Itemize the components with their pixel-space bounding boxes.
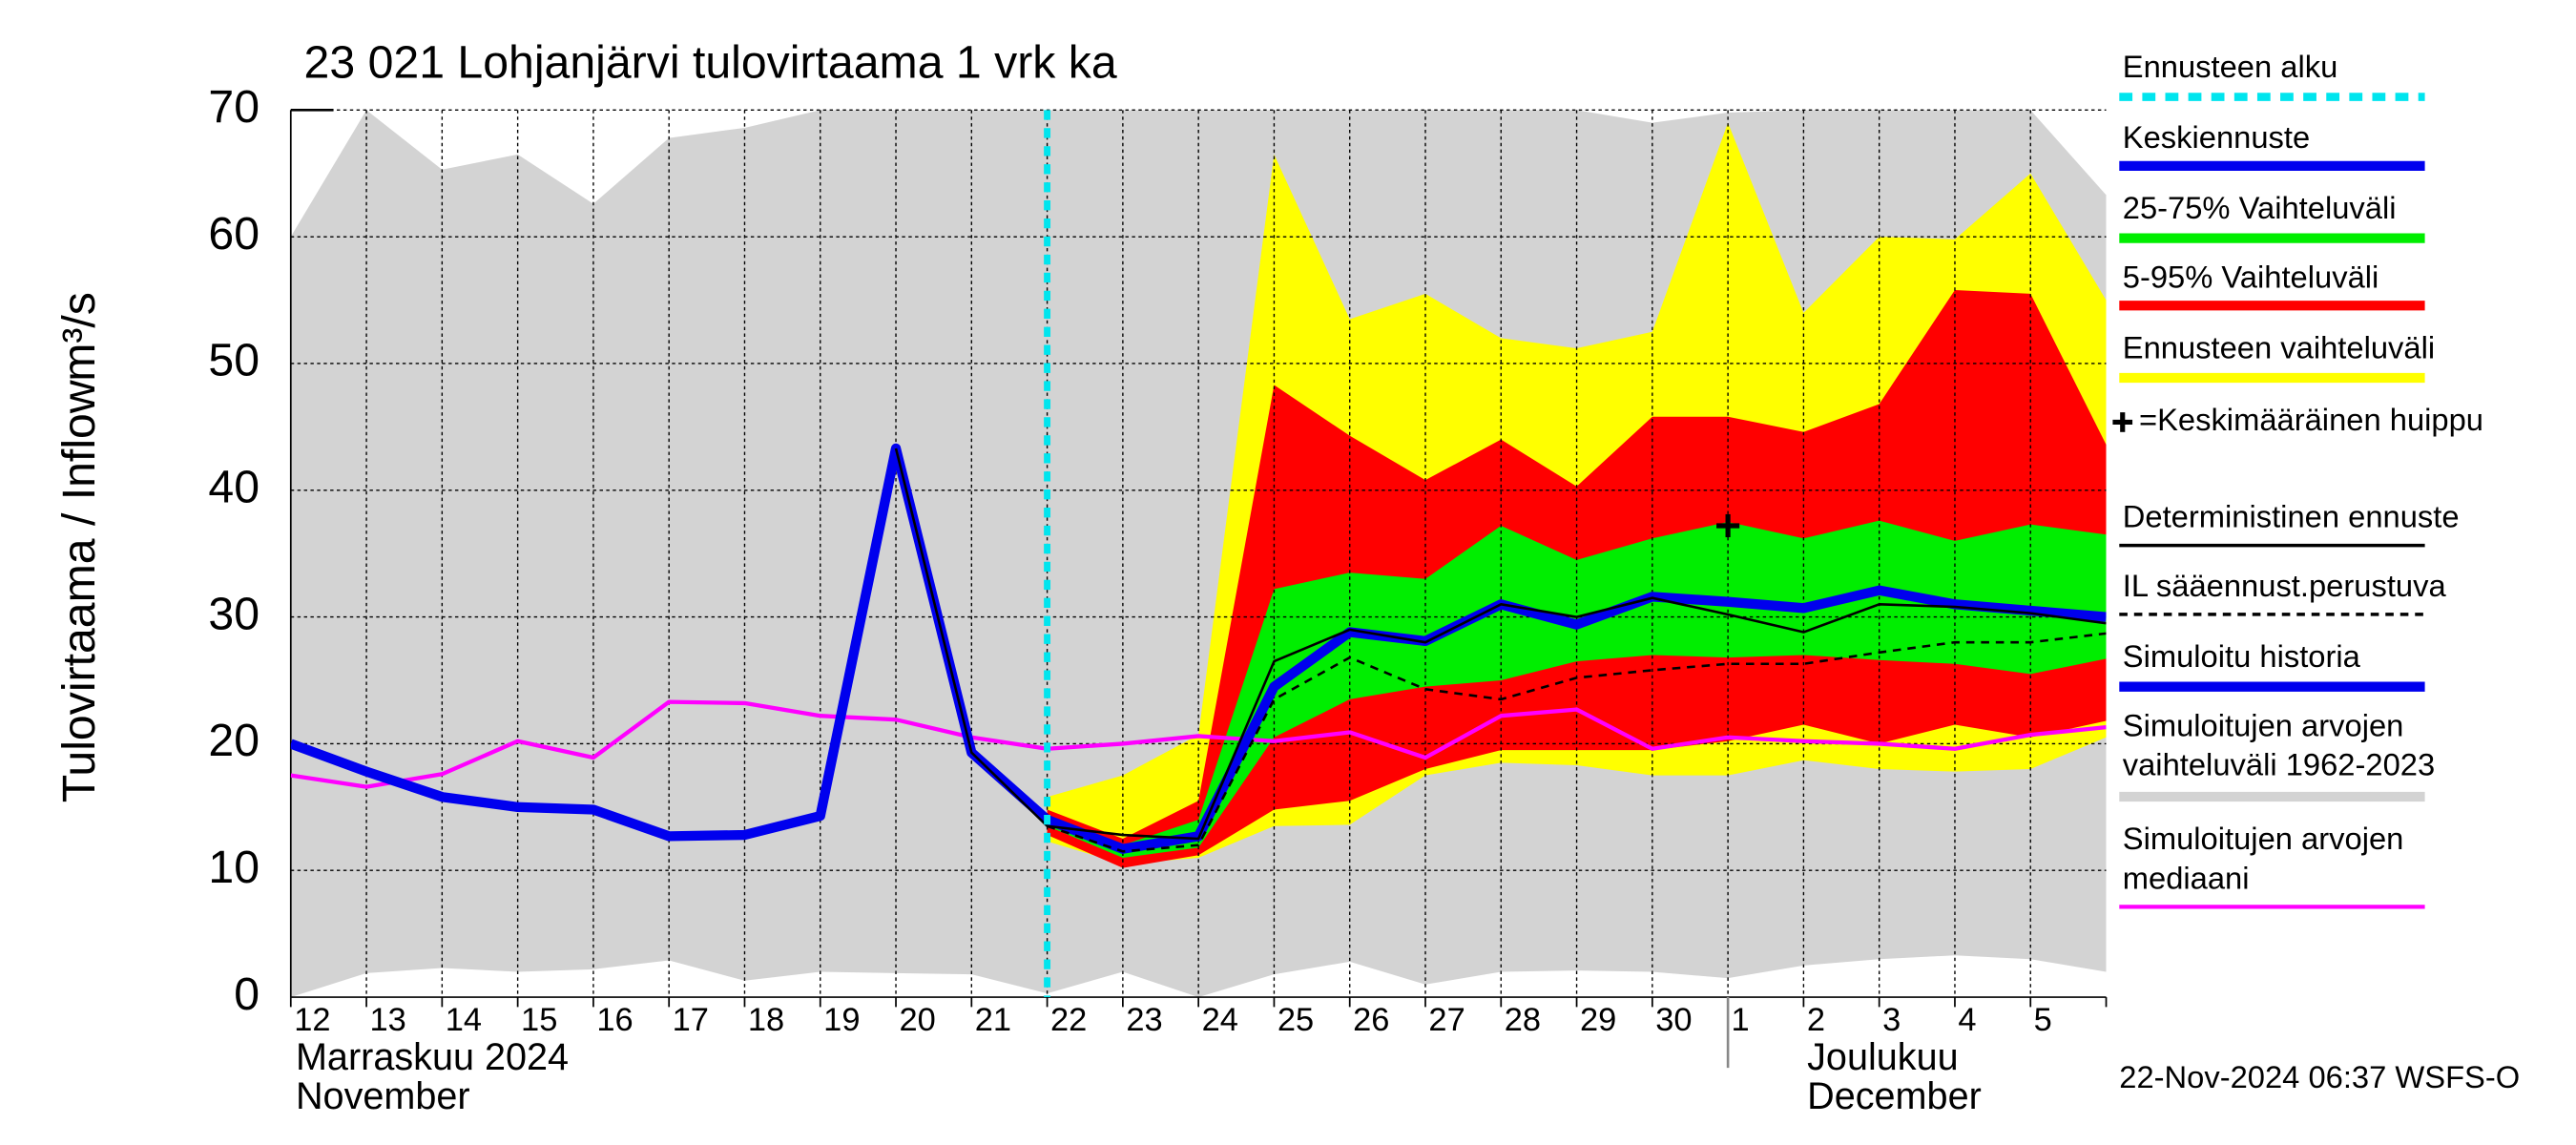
x-tick-label: 23	[1126, 1002, 1162, 1038]
x-tick-label: 13	[370, 1002, 406, 1038]
timestamp: 22-Nov-2024 06:37 WSFS-O	[2119, 1059, 2520, 1094]
legend-label: Keskiennuste	[2122, 121, 2311, 156]
x-tick-label: 28	[1505, 1002, 1541, 1038]
x-tick-label: 14	[446, 1002, 482, 1038]
y-axis-unit: m³/s	[53, 292, 105, 382]
y-tick-label: 0	[234, 968, 260, 1020]
x-tick-label: 12	[294, 1002, 330, 1038]
legend-entry: Simuloitu historia	[2122, 640, 2360, 676]
legend-label: Ennusteen alku	[2122, 51, 2338, 86]
y-tick-label: 30	[208, 588, 260, 639]
y-tick-label: 60	[208, 208, 260, 260]
series-line	[1045, 585, 2107, 854]
legend-label: =Keskimääräinen huippu	[2138, 404, 2484, 439]
chart-title: 23 021 Lohjanjärvi tulovirtaama 1 vrk ka	[304, 37, 1117, 89]
legend-entry: 25-75% Vaihteluväli	[2122, 192, 2397, 227]
y-tick-label: 10	[208, 842, 260, 893]
month-label: November	[296, 1075, 470, 1117]
series-line	[1047, 632, 2107, 853]
legend: Ennusteen alku Keskiennuste 25-75% Vaihtel…	[2112, 51, 2484, 909]
legend-entry: Keskiennuste	[2122, 121, 2311, 156]
series-line	[290, 699, 2107, 789]
legend-entry: =Keskimääräinen huippu	[2138, 404, 2484, 439]
series-line	[894, 448, 2107, 841]
legend-label: 25-75% Vaihteluväli	[2122, 192, 2397, 227]
legend-label: Simuloitu historia	[2122, 640, 2360, 676]
x-tick-label: 22	[1050, 1002, 1087, 1038]
x-tick-label: 29	[1580, 1002, 1616, 1038]
legend-label: IL sääennust.perustuva	[2122, 570, 2446, 605]
legend-entry: 5-95% Vaihteluväli	[2122, 260, 2379, 296]
x-tick-label: 27	[1428, 1002, 1465, 1038]
x-tick-label: 4	[1958, 1002, 1976, 1038]
y-tick-label: 40	[208, 462, 260, 513]
legend-entry: Simuloitujen arvojen vaihteluväli 1962-2…	[2122, 709, 2436, 784]
legend-label: 5-95% Vaihteluväli	[2122, 260, 2379, 296]
month-label: December	[1807, 1075, 1982, 1117]
month-label: Joulukuu	[1807, 1036, 1959, 1078]
peak-marker	[1716, 513, 1740, 538]
legend-entry: Deterministinen ennuste	[2122, 501, 2460, 536]
x-tick-label: 2	[1807, 1002, 1825, 1038]
lines	[290, 443, 2107, 854]
x-tick-label: 24	[1202, 1002, 1238, 1038]
legend-label: Simuloitujen arvojen vaihteluväli 1962-2…	[2122, 709, 2436, 784]
x-tick-label: 20	[899, 1002, 935, 1038]
legend-label: Ennusteen vaihteluväli	[2122, 331, 2436, 366]
legend-entry: Simuloitujen arvojen mediaani	[2122, 822, 2404, 898]
x-tick-label: 19	[823, 1002, 860, 1038]
legend-entry: Ennusteen alku	[2122, 51, 2338, 86]
x-tick-label: 15	[521, 1002, 557, 1038]
band-area	[1047, 520, 2107, 858]
x-tick-label: 30	[1655, 1002, 1692, 1038]
legend-entry: Ennusteen vaihteluväli	[2122, 331, 2436, 366]
x-tick-label: 16	[596, 1002, 633, 1038]
y-tick-label: 20	[208, 715, 260, 766]
y-axis-label: Tulovirtaama / Inflow	[53, 380, 105, 802]
month-label: Marraskuu 2024	[296, 1036, 569, 1078]
x-tick-label: 26	[1353, 1002, 1389, 1038]
x-tick-label: 1	[1732, 1002, 1750, 1038]
x-tick-label: 25	[1278, 1002, 1314, 1038]
legend-label: Deterministinen ennuste	[2122, 501, 2460, 536]
x-tick-label: 3	[1882, 1002, 1901, 1038]
x-tick-label: 18	[748, 1002, 784, 1038]
x-tick-label: 21	[975, 1002, 1011, 1038]
y-tick-label: 50	[208, 335, 260, 386]
legend-entry: IL sääennust.perustuva	[2122, 570, 2446, 605]
y-tick-label: 70	[208, 81, 260, 133]
x-tick-label: 5	[2034, 1002, 2052, 1038]
legend-label: Simuloitujen arvojen mediaani	[2122, 822, 2404, 898]
x-tick-label: 17	[673, 1002, 709, 1038]
